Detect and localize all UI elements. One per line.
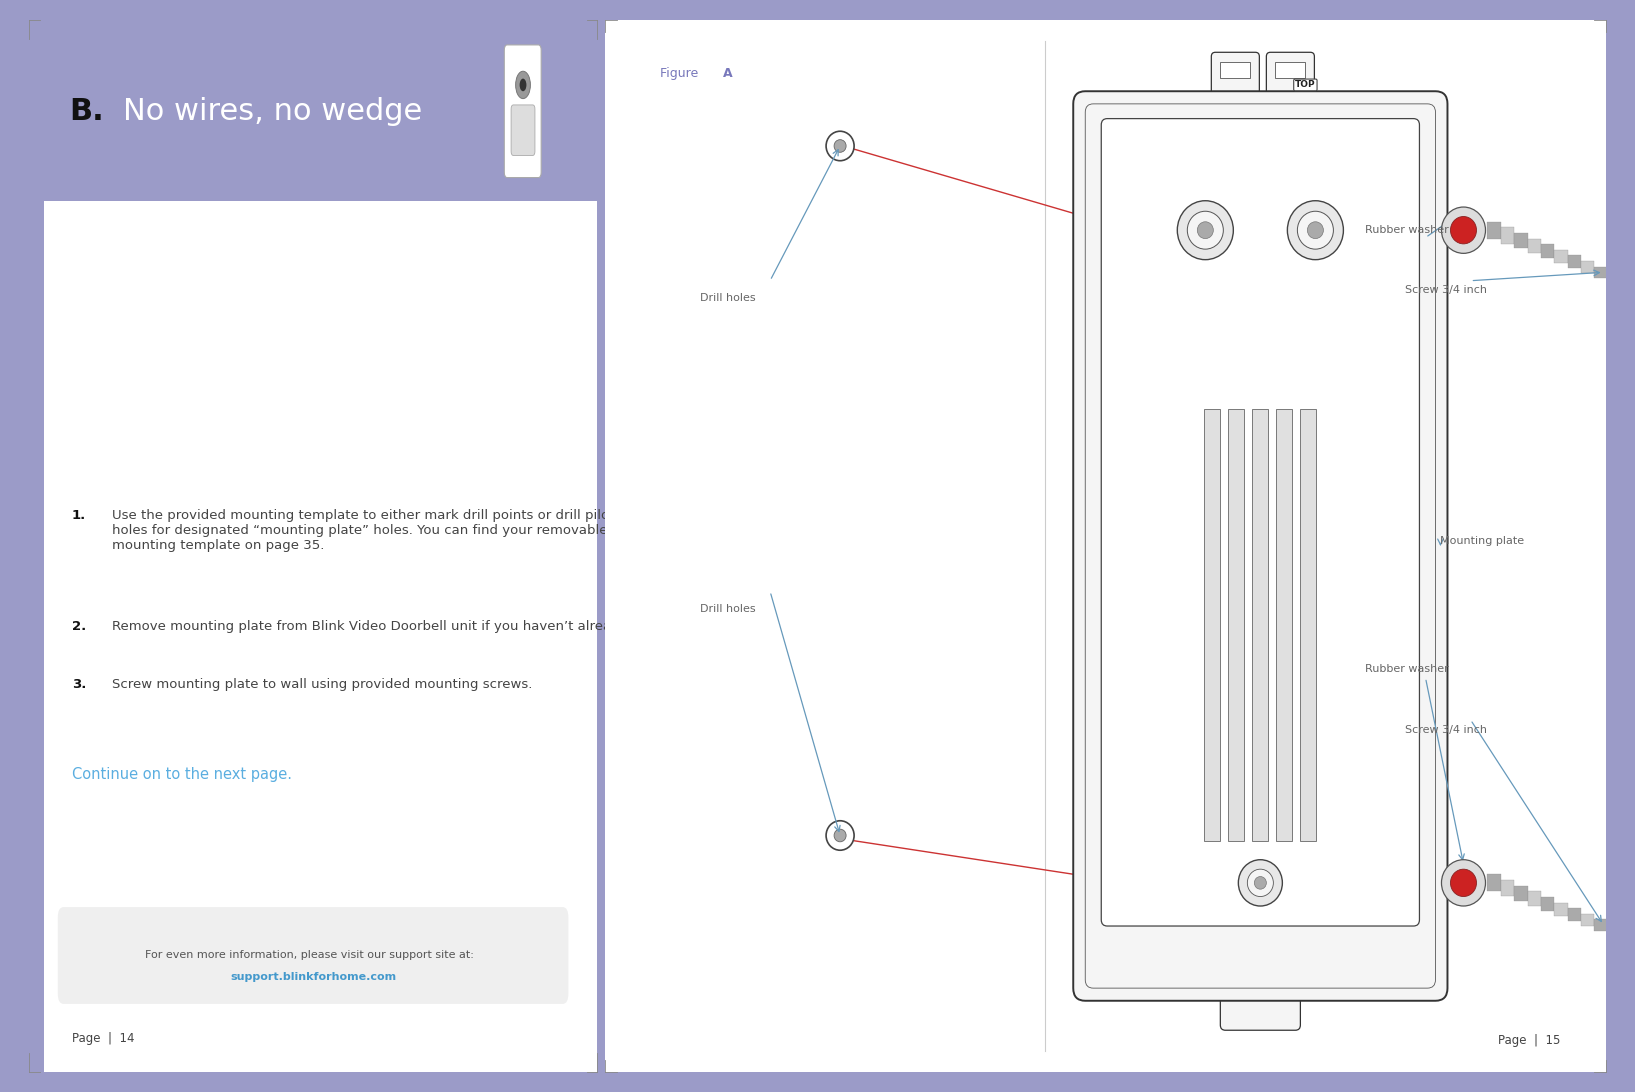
Circle shape xyxy=(1238,859,1282,906)
Bar xyxy=(44,201,594,1052)
Bar xyxy=(1581,261,1594,273)
FancyBboxPatch shape xyxy=(1073,92,1447,1000)
Text: Drill holes: Drill holes xyxy=(700,604,755,614)
Circle shape xyxy=(1442,207,1486,253)
Text: Drill holes: Drill holes xyxy=(700,294,755,304)
Text: support.blinkforhome.com: support.blinkforhome.com xyxy=(231,972,396,982)
Bar xyxy=(1501,227,1514,244)
Bar xyxy=(1568,909,1581,921)
Circle shape xyxy=(1308,222,1323,239)
Circle shape xyxy=(1248,869,1274,897)
FancyBboxPatch shape xyxy=(57,907,569,1004)
FancyBboxPatch shape xyxy=(512,105,535,155)
Text: Rubber washer: Rubber washer xyxy=(1365,664,1449,675)
Circle shape xyxy=(1450,216,1476,244)
Bar xyxy=(1220,62,1251,78)
Bar xyxy=(1581,914,1594,926)
Circle shape xyxy=(826,131,853,161)
FancyBboxPatch shape xyxy=(504,45,541,178)
Text: 2.: 2. xyxy=(72,619,87,632)
Circle shape xyxy=(1254,877,1267,889)
Text: Page  |  14: Page | 14 xyxy=(72,1032,134,1045)
Text: No wires, no wedge: No wires, no wedge xyxy=(123,97,422,126)
Bar xyxy=(1555,250,1568,263)
Bar xyxy=(1275,62,1305,78)
Text: Use the provided mounting template to either mark drill points or drill pilot
ho: Use the provided mounting template to ei… xyxy=(111,509,615,553)
Text: B.: B. xyxy=(69,97,105,126)
Circle shape xyxy=(520,79,526,92)
Text: 1.: 1. xyxy=(72,509,87,522)
Circle shape xyxy=(1177,201,1233,260)
Bar xyxy=(1514,886,1527,901)
Text: 3.: 3. xyxy=(72,677,87,690)
Circle shape xyxy=(834,140,845,152)
Bar xyxy=(1228,410,1244,841)
Circle shape xyxy=(1197,222,1213,239)
Text: Remove mounting plate from Blink Video Doorbell unit if you haven’t already.: Remove mounting plate from Blink Video D… xyxy=(111,619,629,632)
Text: Continue on to the next page.: Continue on to the next page. xyxy=(72,767,293,782)
Bar xyxy=(1540,897,1555,911)
FancyBboxPatch shape xyxy=(1212,52,1259,119)
Bar xyxy=(1540,245,1555,259)
Circle shape xyxy=(1187,211,1223,249)
Text: Rubber washer: Rubber washer xyxy=(1365,225,1449,236)
Bar xyxy=(1607,272,1620,283)
Bar xyxy=(1488,222,1501,239)
FancyBboxPatch shape xyxy=(1102,119,1419,926)
Bar xyxy=(1252,410,1269,841)
Text: For even more information, please visit our support site at:: For even more information, please visit … xyxy=(146,950,481,961)
Circle shape xyxy=(1442,859,1486,906)
Bar xyxy=(1514,233,1527,249)
Circle shape xyxy=(1287,201,1344,260)
Bar xyxy=(29,201,44,1072)
Bar xyxy=(1620,278,1635,287)
Text: Screw 3/4 inch: Screw 3/4 inch xyxy=(1406,285,1488,295)
Text: Figure: Figure xyxy=(661,67,703,80)
Bar xyxy=(1527,239,1540,253)
Bar xyxy=(1607,925,1620,936)
Text: Screw mounting plate to wall using provided mounting screws.: Screw mounting plate to wall using provi… xyxy=(111,677,531,690)
Circle shape xyxy=(515,71,530,98)
Bar xyxy=(1555,902,1568,916)
Circle shape xyxy=(826,821,853,851)
Bar xyxy=(1501,880,1514,897)
Bar xyxy=(29,20,597,201)
Bar xyxy=(1568,256,1581,269)
Circle shape xyxy=(1298,211,1334,249)
Bar xyxy=(1594,266,1607,278)
Text: Mounting plate: Mounting plate xyxy=(1440,536,1524,546)
Bar xyxy=(1488,875,1501,891)
Bar xyxy=(1594,919,1607,930)
Circle shape xyxy=(1450,869,1476,897)
Bar xyxy=(1277,410,1292,841)
Bar xyxy=(1527,891,1540,906)
Bar xyxy=(1620,930,1635,940)
Text: TOP: TOP xyxy=(1295,81,1316,90)
Bar xyxy=(1300,410,1316,841)
FancyBboxPatch shape xyxy=(1220,977,1300,1030)
FancyBboxPatch shape xyxy=(1267,52,1315,119)
Text: Page  |  15: Page | 15 xyxy=(1498,1034,1560,1047)
Circle shape xyxy=(834,829,845,842)
Bar xyxy=(1205,410,1220,841)
Text: A: A xyxy=(723,67,732,80)
Text: Screw 3/4 inch: Screw 3/4 inch xyxy=(1406,725,1488,735)
